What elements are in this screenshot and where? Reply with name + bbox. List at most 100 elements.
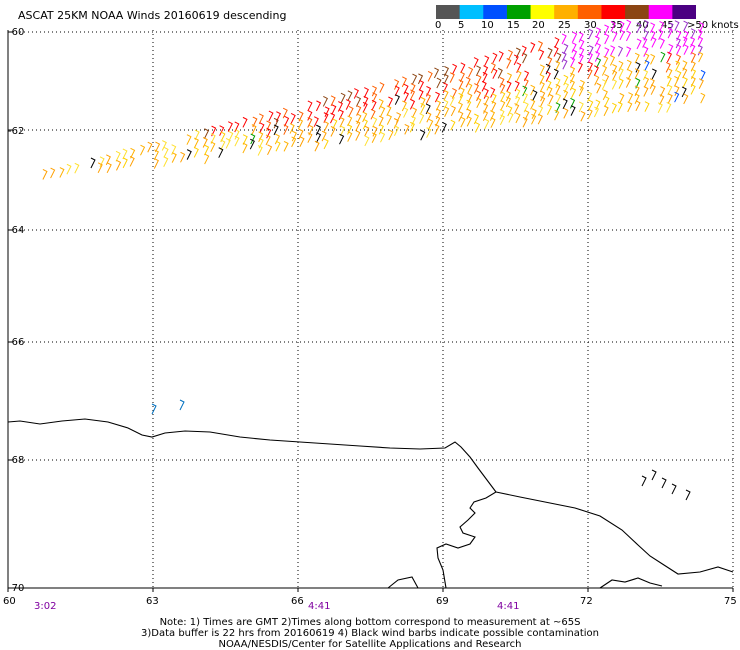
wind-barb — [370, 108, 376, 120]
wind-barb — [555, 84, 561, 95]
wind-barb — [618, 67, 624, 79]
lon-label-66: 66 — [291, 596, 304, 607]
wind-barb — [601, 65, 608, 76]
wind-barb — [388, 129, 394, 141]
wind-barb — [685, 489, 691, 501]
wind-barb — [513, 54, 519, 66]
wind-barb — [577, 62, 583, 73]
wind-barb — [698, 78, 704, 89]
wind-barb — [345, 99, 351, 110]
wind-barb — [323, 112, 329, 123]
wind-barb — [403, 83, 409, 95]
wind-barb — [671, 483, 677, 495]
wind-barb — [450, 105, 456, 117]
wind-barb — [435, 115, 441, 127]
wind-barb — [426, 127, 432, 138]
wind-barb — [273, 124, 279, 136]
wind-barb — [225, 138, 231, 149]
wind-barb — [604, 24, 610, 36]
wind-barb — [643, 19, 649, 31]
wind-barb — [484, 55, 490, 67]
wind-barb — [650, 30, 656, 41]
wind-barb — [425, 85, 432, 97]
wind-barb — [498, 51, 504, 62]
wind-barb — [563, 107, 569, 119]
wind-barb — [418, 79, 425, 91]
wind-barb — [570, 105, 576, 116]
coast-south — [387, 576, 663, 589]
wind-barb — [275, 111, 282, 122]
wind-barb — [508, 112, 514, 123]
wind-barb — [129, 155, 135, 167]
wind-barb — [587, 52, 593, 63]
wind-speed-color-legend — [436, 5, 696, 19]
wind-barb — [379, 82, 385, 93]
wind-barb — [553, 46, 559, 57]
wind-barb — [548, 93, 554, 105]
wind-barb — [506, 80, 512, 92]
legend-label-35: 35 — [610, 20, 623, 31]
antarctic-coastline — [7, 418, 497, 589]
wind-barb — [627, 92, 634, 103]
wind-barb — [619, 21, 625, 32]
time-label-3-02: 3:02 — [34, 601, 56, 612]
wind-barb — [588, 45, 594, 56]
wind-barb — [371, 99, 377, 111]
wind-barb — [313, 116, 319, 127]
coast-east — [495, 491, 734, 575]
wind-barb — [540, 96, 546, 107]
wind-barb — [690, 68, 697, 80]
wind-barb — [220, 131, 226, 143]
legend-label-30: 30 — [584, 20, 597, 31]
wind-barb — [659, 94, 665, 105]
wind-barb — [396, 112, 402, 123]
lon-label-72: 72 — [580, 596, 593, 607]
time-label-4-41-b: 4:41 — [497, 601, 519, 612]
note-line-2: 3)Data buffer is 22 hrs from 20160619 4)… — [141, 628, 599, 639]
wind-barb — [258, 113, 264, 125]
wind-barb — [619, 92, 625, 104]
wind-barb — [347, 131, 353, 142]
wind-barb — [291, 136, 297, 148]
wind-barb — [657, 102, 663, 114]
wind-barb — [539, 74, 545, 85]
wind-barb — [587, 68, 593, 79]
wind-barb — [627, 101, 633, 113]
wind-barb — [473, 113, 479, 125]
wind-barb — [252, 116, 258, 128]
wind-barb — [460, 62, 466, 74]
wind-barb — [372, 116, 378, 128]
wind-barb — [153, 149, 159, 161]
wind-barb — [347, 90, 353, 102]
wind-barb — [203, 128, 210, 139]
wind-barb — [594, 51, 601, 62]
wind-barb — [492, 68, 498, 79]
wind-barb — [434, 123, 440, 135]
wind-barb — [459, 71, 465, 83]
wind-barb — [482, 71, 488, 83]
wind-barb — [116, 159, 122, 171]
wind-barb — [473, 57, 479, 68]
wind-barb — [554, 109, 560, 121]
wind-barb — [155, 141, 161, 153]
wind-barb — [562, 58, 568, 70]
wind-barb — [578, 101, 584, 113]
wind-barb — [644, 101, 650, 112]
wind-barb — [355, 120, 361, 132]
lon-label-63: 63 — [146, 596, 159, 607]
wind-barb — [571, 87, 577, 99]
wind-barb — [626, 59, 632, 71]
wind-barb — [467, 92, 473, 104]
wind-barb — [499, 114, 506, 126]
wind-barb — [425, 93, 431, 105]
wind-barb — [562, 98, 568, 110]
wind-barb — [457, 102, 463, 113]
legend-label-0: 0 — [435, 20, 442, 31]
wind-barb — [219, 125, 225, 136]
wind-barb — [610, 21, 616, 32]
wind-barb — [594, 74, 600, 86]
wind-barb — [122, 157, 128, 169]
wind-barb — [394, 79, 400, 90]
wind-barb — [634, 68, 640, 79]
wind-barb — [204, 153, 210, 165]
